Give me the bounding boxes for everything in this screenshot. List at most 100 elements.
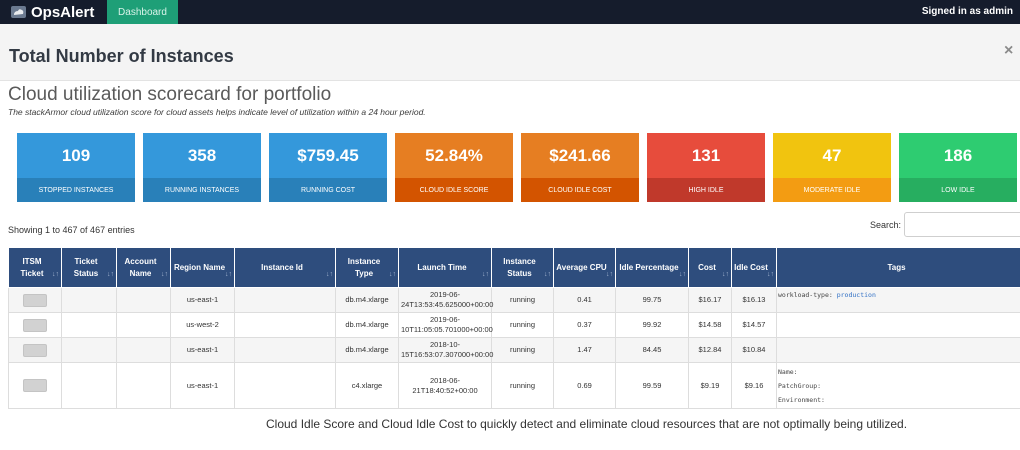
- tile-cloud-idle-cost[interactable]: $241.66 CLOUD IDLE COST: [521, 133, 639, 202]
- scorecard-title: Cloud utilization scorecard for portfoli…: [8, 84, 332, 105]
- tile-value: 358: [143, 133, 261, 178]
- launch-date: 2019-06-: [429, 315, 461, 324]
- tile-value: $241.66: [521, 133, 639, 178]
- col-account-name[interactable]: Account Name ↓↑: [116, 247, 171, 288]
- tile-label: RUNNING INSTANCES: [143, 178, 261, 202]
- sort-icon: ↓↑: [482, 271, 489, 278]
- col-ticket-status[interactable]: Ticket Status ↓↑: [61, 247, 117, 288]
- tag-key: Environment:: [778, 395, 825, 404]
- header-label: Instance Status: [503, 256, 536, 278]
- sort-icon: ↓↑: [544, 271, 551, 278]
- cell-idle-pct: 99.59: [615, 362, 689, 409]
- cell-region: us-east-1: [170, 337, 235, 363]
- col-average-cpu[interactable]: Average CPU ↓↑: [553, 247, 616, 288]
- cell-status: running: [491, 287, 554, 313]
- col-itsm-ticket[interactable]: ITSM Ticket ↓↑: [8, 247, 62, 288]
- cell-tags: [776, 312, 1020, 338]
- cell-instance-id: [234, 362, 336, 409]
- cell-type: db.m4.xlarge: [335, 337, 399, 363]
- entries-info: Showing 1 to 467 of 467 entries: [8, 225, 135, 235]
- cell-idle-cost: $16.13: [731, 287, 777, 313]
- cell-region: us-east-1: [170, 287, 235, 313]
- table-row[interactable]: us-east-1 db.m4.xlarge 2018-10- 15T16:53:…: [8, 337, 1020, 363]
- sort-icon: ↓↑: [225, 271, 232, 278]
- cell-tags: [776, 337, 1020, 363]
- search-input[interactable]: [904, 212, 1020, 237]
- cell-region: us-west-2: [170, 312, 235, 338]
- cell-cpu: 0.37: [553, 312, 616, 338]
- cell-status: running: [491, 362, 554, 409]
- tile-high-idle[interactable]: 131 HIGH IDLE: [647, 133, 765, 202]
- col-tags[interactable]: Tags: [776, 247, 1020, 288]
- create-ticket-button[interactable]: [23, 343, 47, 357]
- cell-idle-pct: 99.75: [615, 287, 689, 313]
- tile-label: STOPPED INSTANCES: [17, 178, 135, 202]
- col-idle-percentage[interactable]: Idle Percentage ↓↑: [615, 247, 689, 288]
- tile-stopped-instances[interactable]: 109 STOPPED INSTANCES: [17, 133, 135, 202]
- table-header-row: ITSM Ticket ↓↑ Ticket Status ↓↑ Account Na…: [8, 247, 1020, 288]
- tile-low-idle[interactable]: 186 LOW IDLE: [899, 133, 1017, 202]
- header-label: Idle Percentage: [619, 262, 679, 272]
- header-label: Average CPU: [556, 262, 607, 272]
- cell-launch-time: 2018-10- 15T16:53:07.307000+00:00: [398, 337, 493, 363]
- cell-cpu: 1.47: [553, 337, 616, 363]
- cell-ticket: [8, 337, 62, 363]
- create-ticket-button[interactable]: [23, 293, 47, 307]
- tile-value: $759.45: [269, 133, 387, 178]
- col-cost[interactable]: Cost ↓↑: [688, 247, 732, 288]
- table-row[interactable]: us-west-2 db.m4.xlarge 2019-06- 10T11:05:…: [8, 312, 1020, 338]
- tile-running-cost[interactable]: $759.45 RUNNING COST: [269, 133, 387, 202]
- nav-tab-dashboard[interactable]: Dashboard: [107, 0, 178, 24]
- tile-cloud-idle-score[interactable]: 52.84% CLOUD IDLE SCORE: [395, 133, 513, 202]
- caption-area: [0, 409, 1020, 450]
- signed-in-user[interactable]: Signed in as admin: [921, 6, 1013, 17]
- col-region-name[interactable]: Region Name ↓↑: [170, 247, 235, 288]
- scorecard-subtitle: The stackArmor cloud utilization score f…: [8, 107, 426, 117]
- col-instance-status[interactable]: Instance Status ↓↑: [491, 247, 554, 288]
- tag-entry: workload-type: production: [778, 288, 1020, 302]
- col-instance-id[interactable]: Instance Id ↓↑: [234, 247, 336, 288]
- cell-idle-cost: $14.57: [731, 312, 777, 338]
- cell-status: running: [491, 312, 554, 338]
- cell-launch-time: 2019-06- 24T13:53:45.625000+00:00: [398, 287, 493, 313]
- tile-label: CLOUD IDLE SCORE: [395, 178, 513, 202]
- cell-ticket-status: [61, 312, 117, 338]
- sort-icon: ↓↑: [606, 271, 613, 278]
- header-label: Tags: [887, 262, 906, 272]
- tag-key: Name:: [778, 367, 798, 376]
- create-ticket-button[interactable]: [23, 318, 47, 332]
- cell-instance-id: [234, 287, 336, 313]
- cell-cpu: 0.69: [553, 362, 616, 409]
- cell-tags: Name: PatchGroup: Environment:: [776, 362, 1020, 409]
- sort-icon: ↓↑: [161, 271, 168, 278]
- caption: Cloud Idle Score and Cloud Idle Cost to …: [266, 417, 908, 431]
- cell-cost: $14.58: [688, 312, 732, 338]
- cloud-logo-icon: [11, 6, 26, 18]
- cell-ticket: [8, 312, 62, 338]
- launch-time: 10T11:05:05.701000+00:00: [401, 325, 493, 334]
- brand[interactable]: OpsAlert: [10, 3, 94, 21]
- tile-value: 52.84%: [395, 133, 513, 178]
- close-icon[interactable]: ×: [1004, 42, 1014, 59]
- tile-running-instances[interactable]: 358 RUNNING INSTANCES: [143, 133, 261, 202]
- instances-table: ITSM Ticket ↓↑ Ticket Status ↓↑ Account Na…: [8, 247, 1020, 409]
- table-row[interactable]: us-east-1 c4.xlarge 2018-06- 21T18:40:52+…: [8, 362, 1020, 409]
- launch-time: 21T18:40:52+00:00: [412, 385, 478, 395]
- sort-icon: ↓↑: [389, 271, 396, 278]
- top-navbar: OpsAlert Dashboard Signed in as admin: [0, 0, 1020, 24]
- create-ticket-button[interactable]: [23, 379, 47, 392]
- col-idle-cost[interactable]: Idle Cost ↓↑: [731, 247, 777, 288]
- table-row[interactable]: us-east-1 db.m4.xlarge 2019-06- 24T13:53:…: [8, 287, 1020, 313]
- col-launch-time[interactable]: Launch Time ↓↑: [398, 247, 492, 288]
- sort-icon: ↓↑: [326, 271, 333, 278]
- header-label: Instance Id: [261, 262, 303, 272]
- col-instance-type[interactable]: Instance Type ↓↑: [335, 247, 399, 288]
- tile-value: 109: [17, 133, 135, 178]
- tag-key: PatchGroup:: [778, 381, 822, 390]
- brand-name: OpsAlert: [31, 3, 95, 21]
- tile-moderate-idle[interactable]: 47 MODERATE IDLE: [773, 133, 891, 202]
- header-label: Idle Cost: [734, 262, 768, 272]
- cell-instance-id: [234, 312, 336, 338]
- tile-label: RUNNING COST: [269, 178, 387, 202]
